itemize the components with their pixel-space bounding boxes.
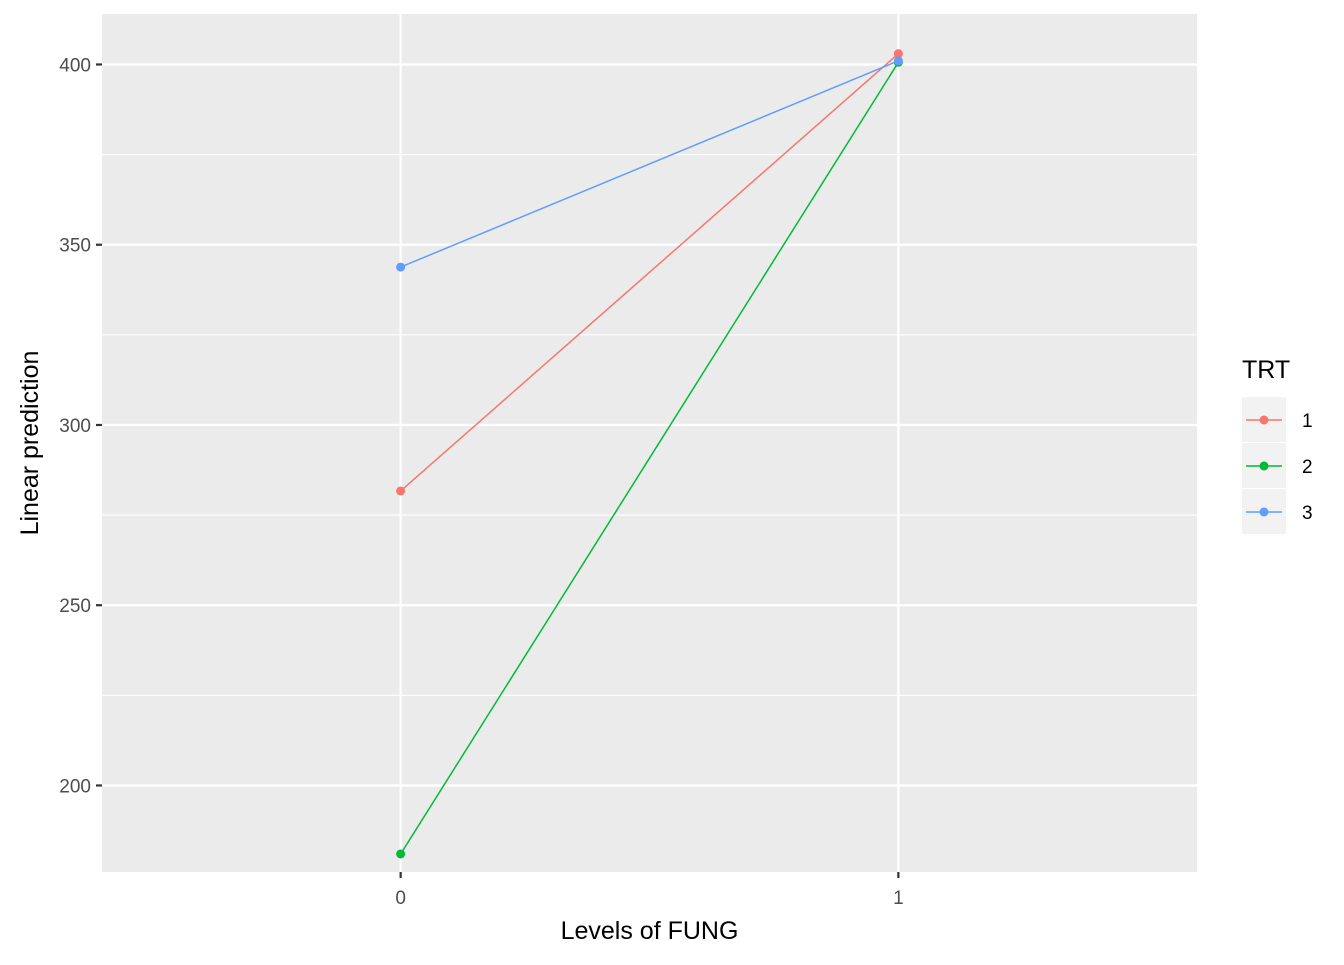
- y-tick-label: 250: [59, 596, 91, 617]
- y-tick-label: 200: [59, 776, 91, 797]
- legend-key-point: [1259, 507, 1269, 517]
- legend-title: TRT: [1242, 356, 1290, 384]
- y-tick-label: 300: [59, 416, 91, 437]
- minor-gridlines: [102, 154, 1197, 696]
- legend-key-point: [1259, 415, 1269, 425]
- legend-label-3: 3: [1302, 503, 1313, 524]
- series-line-2: [400, 61, 899, 855]
- y-axis: 200 250 300 350 400: [59, 55, 102, 797]
- series-lines: [400, 53, 899, 855]
- x-tick-label: 1: [893, 888, 904, 909]
- panel-background: [102, 14, 1197, 872]
- data-point-3: [396, 262, 406, 272]
- y-axis-title: Linear prediction: [16, 351, 44, 536]
- x-axis-title: Levels of FUNG: [561, 917, 739, 945]
- legend-key-point: [1259, 461, 1269, 471]
- legend: TRT 1 2 3: [1242, 356, 1313, 534]
- data-point-2: [396, 849, 406, 859]
- legend-label-2: 2: [1302, 457, 1313, 478]
- data-point-3: [893, 56, 903, 66]
- series-points: [396, 49, 903, 859]
- major-gridlines: [102, 14, 1197, 872]
- data-point-1: [893, 49, 903, 59]
- series-line-1: [400, 53, 899, 492]
- legend-label-1: 1: [1302, 411, 1313, 432]
- y-tick-label: 400: [59, 55, 91, 76]
- x-tick-label: 0: [395, 888, 406, 909]
- y-tick-label: 350: [59, 236, 91, 257]
- data-point-1: [396, 486, 406, 496]
- series-line-3: [400, 60, 899, 268]
